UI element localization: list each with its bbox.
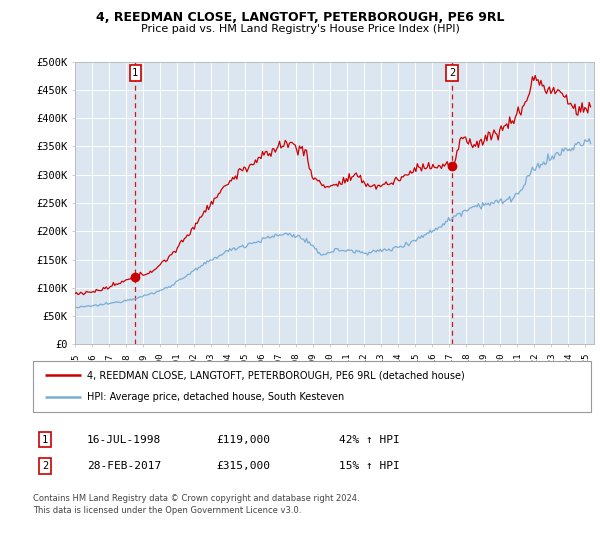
Text: 16-JUL-1998: 16-JUL-1998 [87, 435, 161, 445]
Text: HPI: Average price, detached house, South Kesteven: HPI: Average price, detached house, Sout… [87, 393, 344, 403]
Text: 1: 1 [132, 68, 139, 78]
Text: 15% ↑ HPI: 15% ↑ HPI [339, 461, 400, 471]
Text: 42% ↑ HPI: 42% ↑ HPI [339, 435, 400, 445]
Text: £315,000: £315,000 [216, 461, 270, 471]
Text: 28-FEB-2017: 28-FEB-2017 [87, 461, 161, 471]
Text: 2: 2 [449, 68, 455, 78]
Text: 1: 1 [42, 435, 48, 445]
Text: 4, REEDMAN CLOSE, LANGTOFT, PETERBOROUGH, PE6 9RL (detached house): 4, REEDMAN CLOSE, LANGTOFT, PETERBOROUGH… [87, 370, 465, 380]
Text: Contains HM Land Registry data © Crown copyright and database right 2024.
This d: Contains HM Land Registry data © Crown c… [33, 494, 359, 515]
Text: 2: 2 [42, 461, 48, 471]
Text: £119,000: £119,000 [216, 435, 270, 445]
Text: 4, REEDMAN CLOSE, LANGTOFT, PETERBOROUGH, PE6 9RL: 4, REEDMAN CLOSE, LANGTOFT, PETERBOROUGH… [96, 11, 504, 25]
Text: Price paid vs. HM Land Registry's House Price Index (HPI): Price paid vs. HM Land Registry's House … [140, 24, 460, 34]
